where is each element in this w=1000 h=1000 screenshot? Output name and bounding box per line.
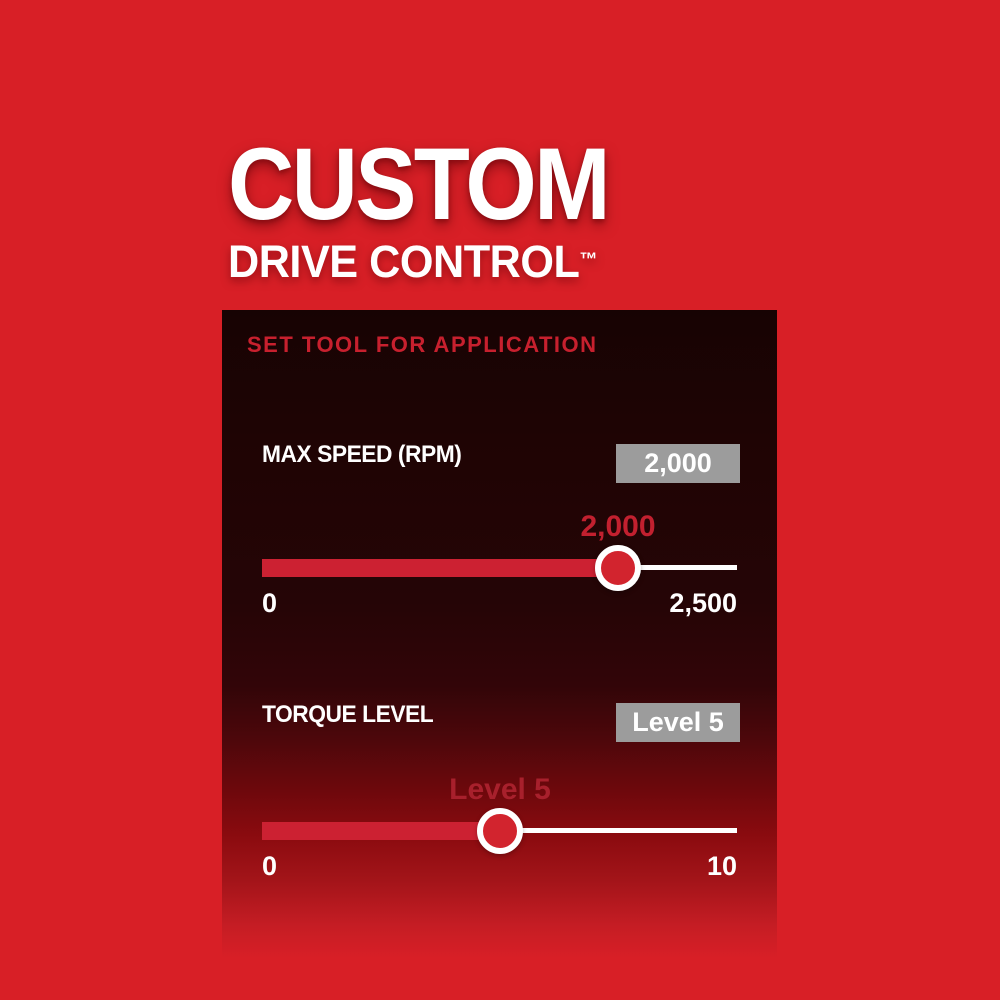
- torque-level-slider-track-rest[interactable]: [500, 828, 737, 833]
- max-speed-slider-max-label: 2,500: [669, 588, 737, 618]
- torque-level-slider-value-label: Level 5: [449, 773, 551, 806]
- torque-level-slider-min-label: 0: [262, 851, 278, 881]
- max-speed-label: MAX SPEED (RPM): [262, 441, 462, 468]
- torque-level-slider-track-fill[interactable]: [262, 822, 500, 840]
- max-speed-slider-track-fill[interactable]: [262, 559, 618, 577]
- panel-heading: SET TOOL FOR APPLICATION: [247, 332, 598, 357]
- title-drive-control: DRIVE CONTROL™: [228, 239, 633, 284]
- max-speed-slider[interactable]: 2,000 0 2,500: [262, 510, 737, 622]
- settings-panel: SET TOOL FOR APPLICATION MAX SPEED (RPM)…: [222, 310, 777, 958]
- torque-level-label: TORQUE LEVEL: [262, 701, 434, 728]
- torque-level-slider-max-label: 10: [706, 851, 737, 881]
- torque-level-value-box[interactable]: Level 5: [616, 703, 740, 742]
- max-speed-slider-min-label: 0: [262, 588, 278, 618]
- trademark-symbol: ™: [579, 249, 598, 271]
- max-speed-slider-track-rest[interactable]: [618, 565, 737, 570]
- max-speed-value-box[interactable]: 2,000: [616, 444, 740, 483]
- title-drive-control-text: DRIVE CONTROL: [228, 235, 580, 287]
- max-speed-slider-handle[interactable]: [595, 545, 641, 591]
- torque-level-slider[interactable]: Level 5 0 10: [262, 773, 737, 885]
- title-block: CUSTOM DRIVE CONTROL™: [228, 127, 650, 284]
- title-custom: CUSTOM: [228, 127, 611, 241]
- max-speed-slider-value-label: 2,000: [580, 510, 656, 543]
- torque-level-slider-handle[interactable]: [477, 808, 523, 854]
